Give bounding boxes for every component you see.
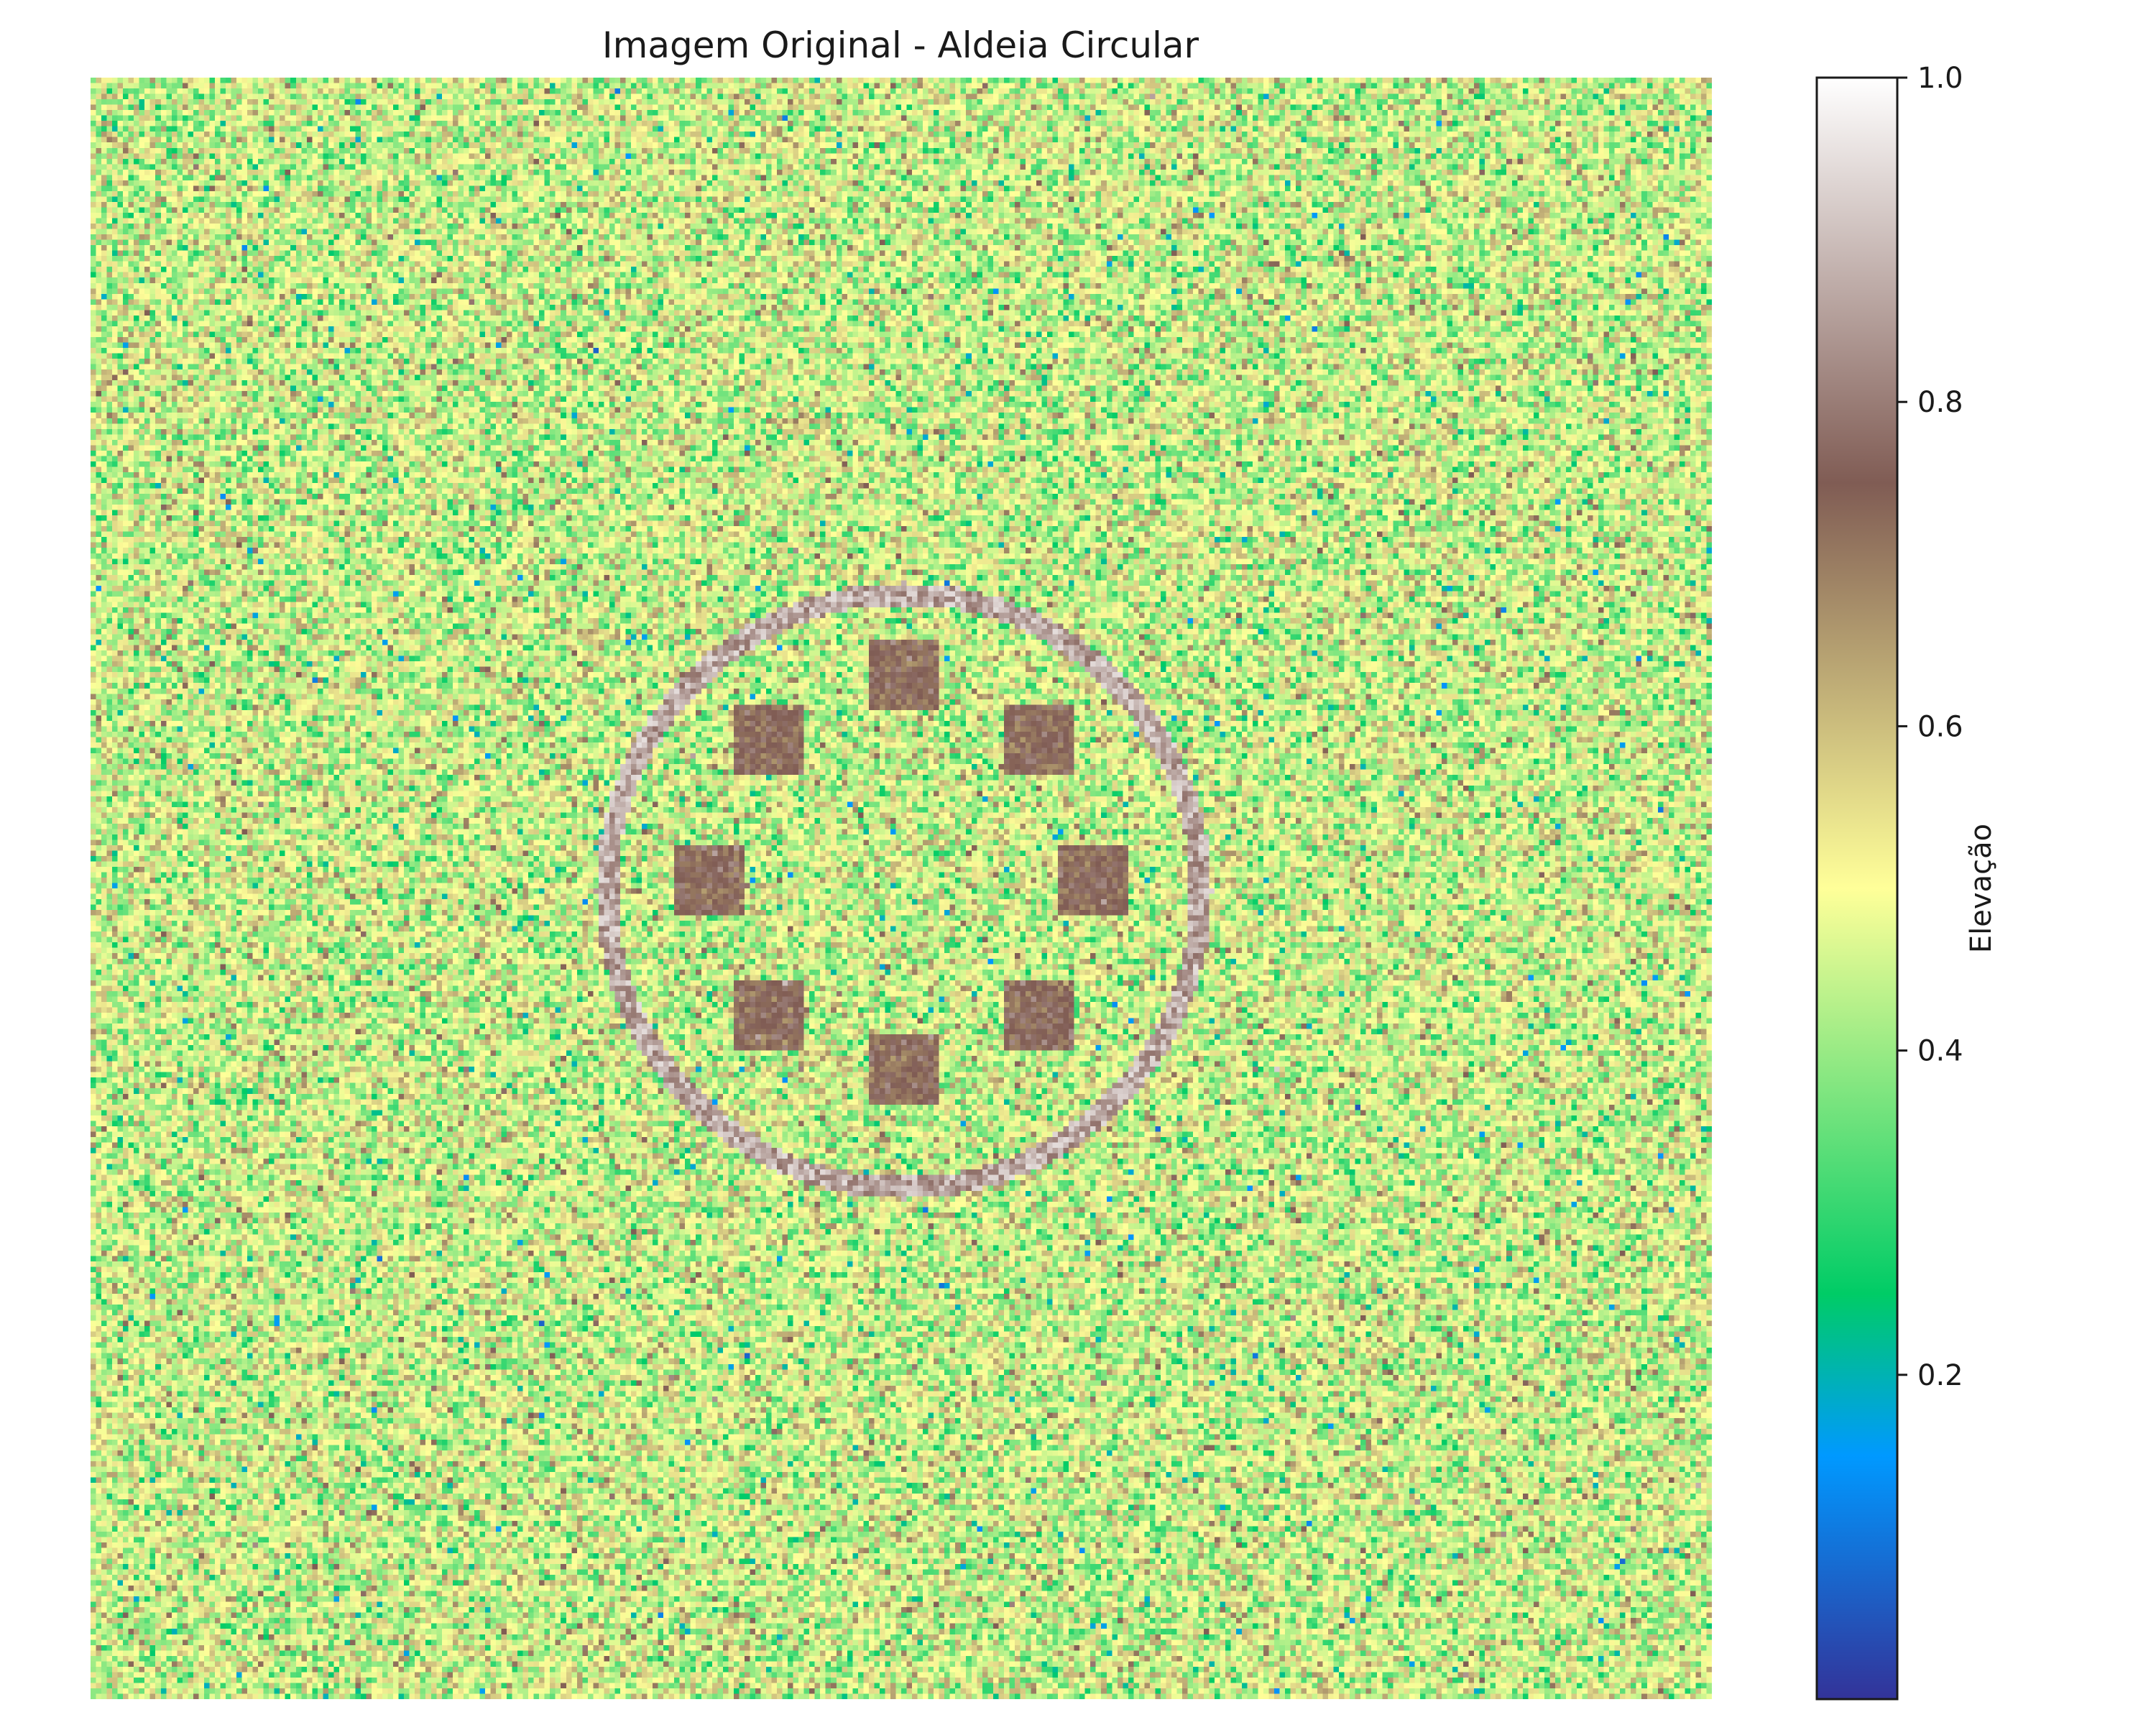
colorbar-tick-label: 0.8 — [1917, 386, 1963, 419]
colorbar-label: Elevação — [1965, 824, 1998, 953]
colorbar-ticks: 0.2 0.4 0.6 0.8 1.0 — [1897, 62, 1963, 1392]
colorbar-tick-label: 0.2 — [1917, 1359, 1963, 1392]
colorbar-gradient — [1815, 76, 1899, 1701]
colorbar: 0.2 0.4 0.6 0.8 1.0 Elevação — [1815, 62, 1998, 1701]
colorbar-tick-label: 1.0 — [1917, 62, 1963, 95]
colorbar-tick-label: 0.4 — [1917, 1035, 1963, 1068]
chart-title: Imagem Original - Aldeia Circular — [602, 24, 1199, 66]
heatmap-area — [91, 78, 1712, 1699]
heatmap-canvas — [91, 78, 1712, 1699]
colorbar-tick-label: 0.6 — [1917, 710, 1963, 743]
